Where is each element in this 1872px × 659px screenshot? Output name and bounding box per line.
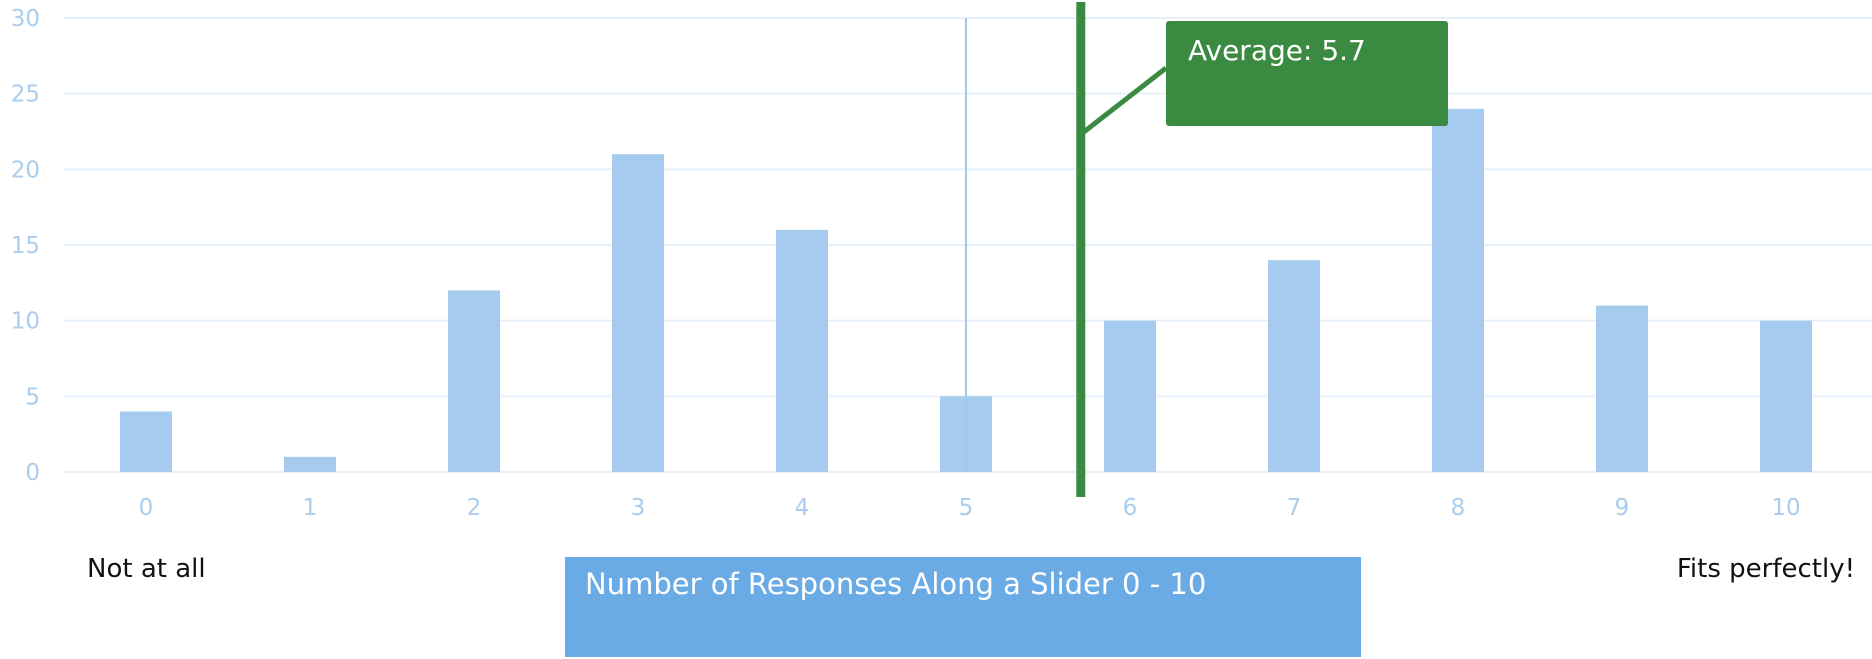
bar-8 <box>1432 108 1484 473</box>
bar-6 <box>1104 320 1156 472</box>
average-callout-connector <box>1082 66 1168 134</box>
bar-1 <box>284 456 336 472</box>
bar-0 <box>120 411 172 472</box>
x-tick-label-5: 5 <box>959 495 974 521</box>
grid-lines <box>64 17 1872 473</box>
average-marker: Average: 5.7 <box>1076 2 1448 497</box>
bars <box>120 108 1812 473</box>
x-tick-label-7: 7 <box>1287 495 1302 521</box>
caption-text: Number of Responses Along a Slider 0 - 1… <box>585 567 1206 601</box>
bar-10 <box>1760 320 1812 472</box>
x-tick-label-1: 1 <box>303 495 318 521</box>
x-tick-label-6: 6 <box>1123 495 1138 521</box>
x-axis-ticks: 0 1 2 3 4 5 6 7 8 9 10 <box>139 495 1801 521</box>
y-tick-label-0: 0 <box>25 460 40 486</box>
bar-4 <box>776 229 828 472</box>
right-anchor-label: Fits perfectly! <box>1677 554 1855 584</box>
x-tick-label-2: 2 <box>467 495 482 521</box>
bar-3 <box>612 154 664 472</box>
x-tick-label-9: 9 <box>1615 495 1630 521</box>
y-tick-label-15: 15 <box>11 233 40 259</box>
left-anchor-label: Not at all <box>87 554 206 584</box>
y-tick-label-10: 10 <box>11 309 40 335</box>
x-tick-label-0: 0 <box>139 495 154 521</box>
y-tick-label-20: 20 <box>11 157 40 183</box>
x-tick-label-8: 8 <box>1451 495 1466 521</box>
y-tick-label-25: 25 <box>11 82 40 108</box>
caption-box: Number of Responses Along a Slider 0 - 1… <box>565 557 1361 657</box>
caption-background <box>565 557 1361 657</box>
y-tick-label-5: 5 <box>25 384 40 410</box>
average-callout <box>1166 21 1448 126</box>
x-tick-label-10: 10 <box>1771 495 1800 521</box>
average-label: Average: 5.7 <box>1188 34 1366 67</box>
y-tick-label-30: 30 <box>11 6 40 32</box>
y-axis-ticks: 0 5 10 15 20 25 30 <box>11 6 40 486</box>
x-tick-label-4: 4 <box>795 495 810 521</box>
bar-7 <box>1268 260 1320 472</box>
bar-9 <box>1596 305 1648 472</box>
bar-2 <box>448 290 500 472</box>
x-tick-label-3: 3 <box>631 495 646 521</box>
